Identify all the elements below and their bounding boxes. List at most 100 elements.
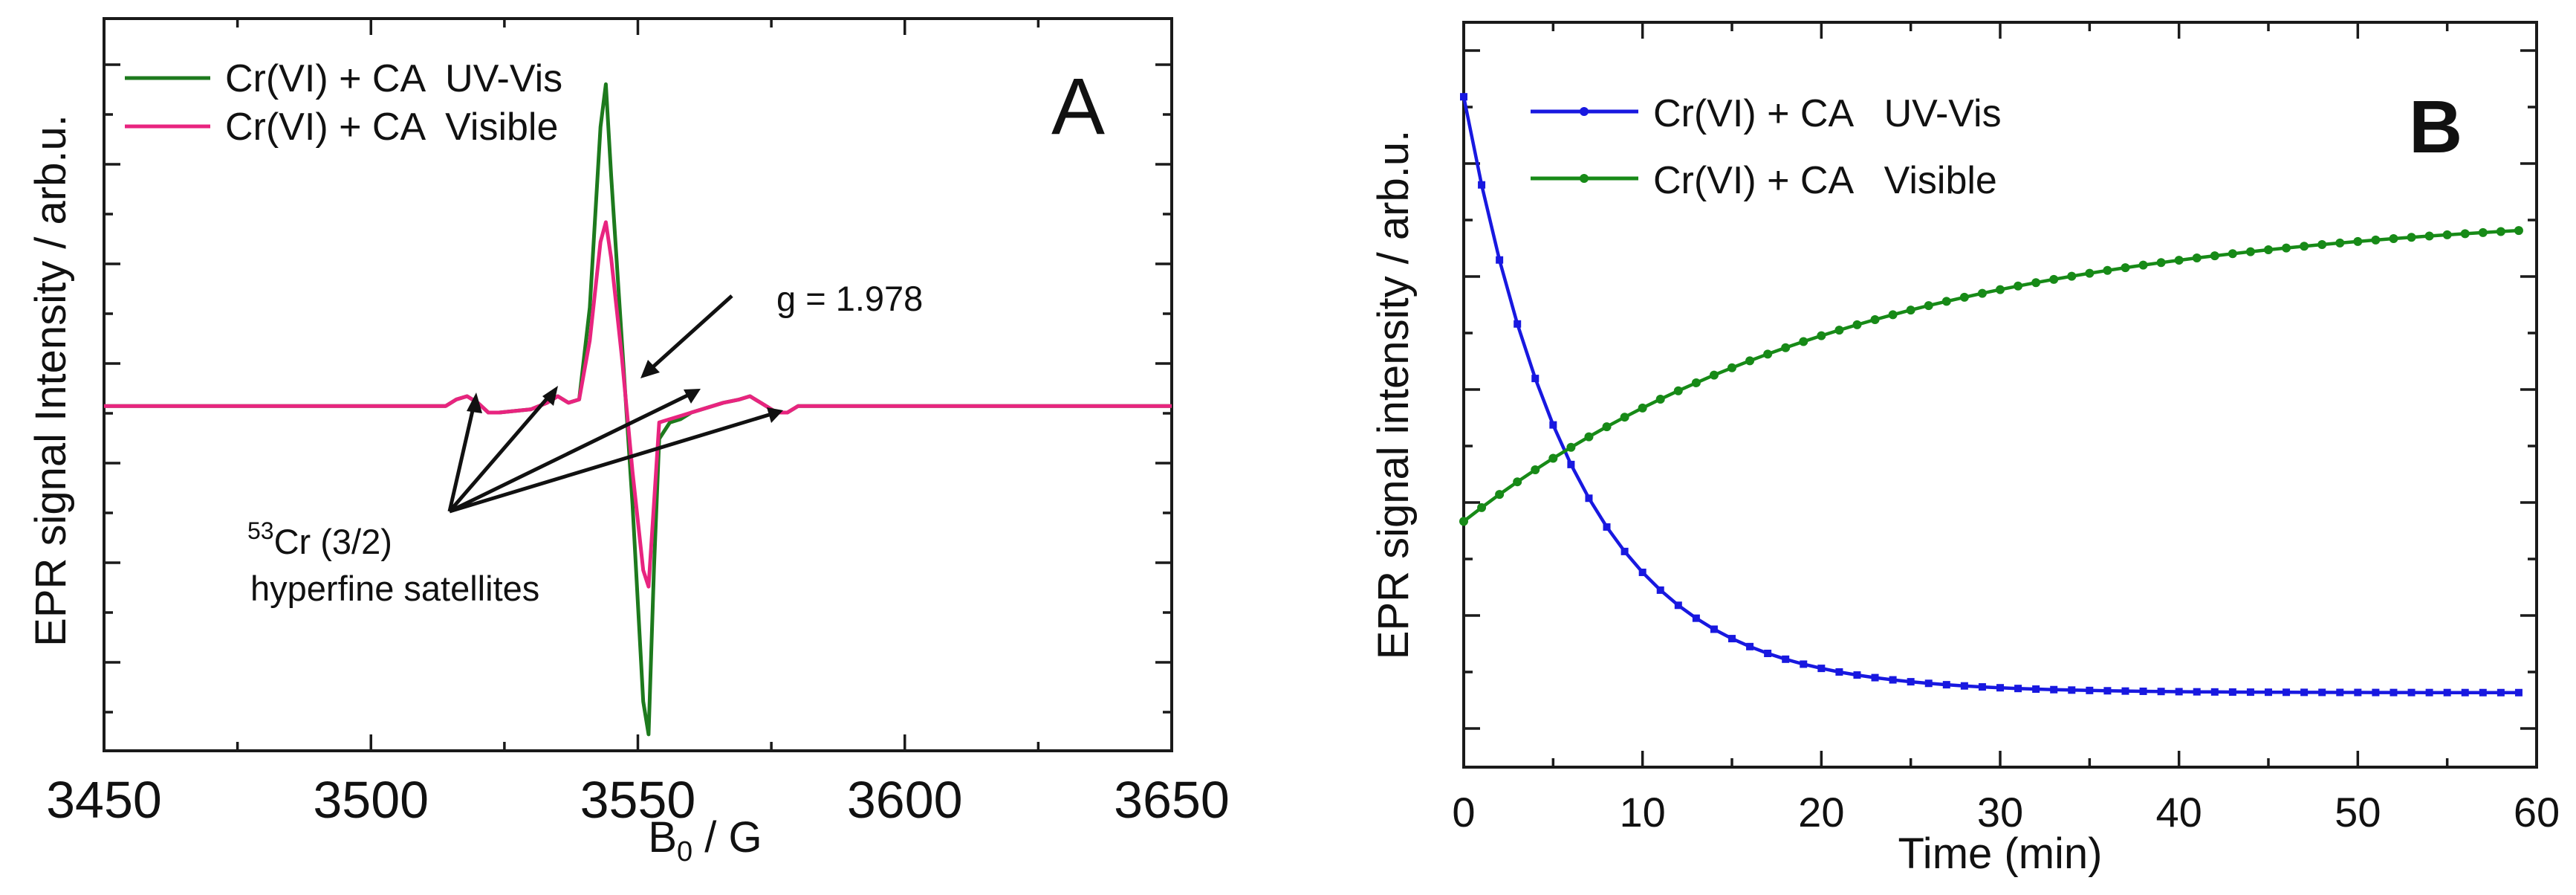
series-b-visible-marker [2407,233,2416,242]
series-b-uvvis-marker [1960,682,1968,690]
series-b-visible-marker [1996,285,2005,294]
series-b-uvvis-marker [2210,688,2219,696]
series-b-visible-marker [1584,432,1594,442]
series-b-uvvis-marker [1603,523,1611,531]
series-b-uvvis-marker [1996,684,2004,692]
series-b-uvvis-marker [1656,586,1664,594]
series-b-uvvis-marker [1585,494,1593,503]
series-b-visible-marker [2300,242,2309,251]
series-b-uvvis-marker [2121,687,2129,695]
panel-b-ylabel: EPR signal intensity / arb.u. [1369,130,1418,659]
series-b-uvvis-marker [2354,688,2362,697]
legend-b-uvvis-label: Cr(VI) + CA UV-Vis [1653,92,2002,135]
series-b-uvvis-marker [1531,375,1540,383]
series-b-uvvis-marker [1460,93,1467,101]
series-b-uvvis-marker [1496,256,1504,264]
series-b-uvvis-marker [2139,687,2147,695]
series-b-visible-marker [2174,256,2184,265]
series-b-uvvis-marker [1907,678,1915,686]
series-b-uvvis-marker [1978,683,1986,691]
series-b-uvvis-marker [1638,568,1647,576]
series-b-visible-marker [2371,235,2381,245]
series-b-visible-marker [2085,268,2095,278]
b-xtick-label: 40 [2156,789,2202,836]
series-b-visible-marker [2442,230,2452,239]
series-b-visible-marker [2282,243,2291,253]
legend-a-visible-label: Cr(VI) + CA Visible [225,106,558,149]
series-b-visible-marker [2353,236,2363,246]
series-b-uvvis-marker [1817,665,1826,673]
series-b-uvvis-marker [2336,688,2344,697]
series-b-uvvis-marker [2014,685,2022,693]
series-b-uvvis-marker [2407,688,2416,697]
series-b-visible-marker [1906,306,1915,315]
series-b-visible-marker [2514,226,2523,236]
a-xtick-label: 3600 [847,771,963,829]
series-b-visible-marker [1781,343,1791,352]
series-b-uvvis-marker [2300,688,2309,697]
series-b-visible-marker [2478,227,2488,237]
b-xtick-label: 0 [1452,789,1475,836]
series-b-visible-marker [1852,320,1862,329]
panel-a-xlabel: B0 / G [648,813,762,867]
series-b-visible-marker [1691,378,1701,387]
series-b-visible-marker [2192,253,2202,263]
series-b-visible-marker [2138,260,2148,270]
series-b-visible-marker [1638,403,1647,413]
panel-a-series [104,82,1172,737]
series-b-uvvis-marker [1871,673,1879,682]
b-xtick-label: 50 [2335,789,2381,836]
series-b-visible-marker [2460,229,2470,239]
panel-a: 3450 3500 3550 3600 3650 Cr(VI) + CA UV-Vis … [27,17,1230,867]
series-b-uvvis-marker [2050,685,2058,694]
series-b-visible-marker [2496,227,2505,236]
panel-a-ticks: 3450 3500 3550 3600 3650 [46,19,1230,829]
series-b-uvvis-marker [1728,635,1736,643]
panel-b: 0 10 20 30 40 50 60 Cr(VI) + CA UV-Vis Cr(VI) … [1369,21,2560,878]
b-xtick-label: 60 [2514,789,2560,836]
series-b-visible-marker [1977,288,1987,298]
series-b-visible-marker [2389,234,2398,244]
series-b-uvvis-marker [2157,688,2165,696]
b-xtick-label: 10 [1620,789,1666,836]
series-b-visible-marker [2424,231,2434,241]
series-b-visible-marker [1817,331,1826,340]
series-b-visible-marker [1655,395,1665,404]
series-b-uvvis-marker [1710,625,1718,633]
panel-b-legend: Cr(VI) + CA UV-Vis Cr(VI) + CA Visible [1531,92,2002,202]
series-b-visible-marker [2245,247,2255,256]
series-b-visible-marker [2156,258,2166,268]
series-b-uvvis-marker [1514,320,1522,328]
series-b-uvvis-marker [2514,688,2523,697]
series-b-uvvis-marker [2228,688,2236,696]
series-b-visible-marker [1834,326,1844,335]
legend-b-uvvis-marker [1580,107,1589,116]
series-b-visible-marker [2103,265,2112,275]
series-b-uvvis-marker [2461,688,2469,697]
panel-a-ylabel: EPR signal Intensity / arb.u. [27,114,75,647]
series-b-uvvis-marker [2086,686,2094,694]
panel-a-label: A [1051,61,1105,151]
series-b-visible-marker [1941,297,1951,306]
series-b-visible-marker [1602,422,1612,432]
series-b-uvvis-marker [2283,688,2291,697]
legend-b-visible-marker [1580,174,1589,183]
series-b-visible-marker [1709,370,1719,380]
panel-a-legend: Cr(VI) + CA UV-Vis Cr(VI) + CA Visible [125,57,562,149]
series-b-uvvis-marker [2103,687,2112,695]
series-b-visible-marker [1959,292,1969,302]
series-a-visible-line [104,220,1172,589]
series-b-visible-marker [2049,274,2059,284]
series-b-uvvis-marker [2193,688,2201,696]
series-b-visible-marker [2317,240,2327,250]
series-b-visible-marker [2067,271,2077,281]
legend-a-uvvis-label: Cr(VI) + CA UV-Vis [225,57,562,100]
series-b-visible-marker [1799,337,1808,346]
a-xtick-label: 3550 [580,771,696,829]
series-b-visible-marker [2121,263,2130,273]
g-factor-label: g = 1.978 [776,279,923,318]
series-b-visible-marker [1531,465,1540,475]
g-factor-arrowhead [640,360,660,378]
series-b-visible-marker [1477,503,1487,512]
